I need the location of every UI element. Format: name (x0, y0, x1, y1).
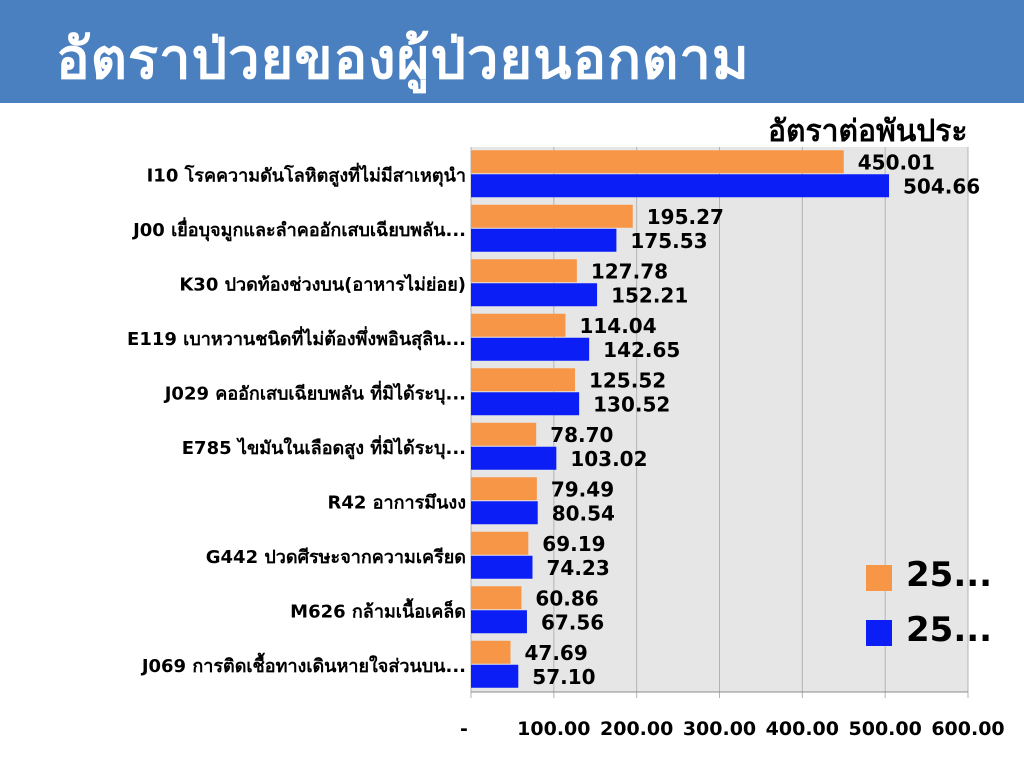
bar-series-2 (471, 555, 533, 579)
bar-series-1 (471, 586, 522, 610)
bar-series-1 (471, 477, 537, 501)
data-label: 504.66 (903, 174, 980, 198)
bar-series-1 (471, 640, 511, 664)
data-label: 130.52 (593, 392, 670, 416)
category-label: G442 ปวดศีรษะจากความเครียด (206, 547, 466, 568)
legend-swatch-series-2 (866, 620, 892, 646)
legend-label-series-2: 25... (906, 610, 993, 650)
category-label: M626 กล้ามเนื้อเคล็ด (290, 597, 466, 622)
data-label: 80.54 (552, 501, 615, 525)
x-tick-label: - (460, 718, 468, 740)
slide-title: อัตราป่วยของผู้ป่วยนอกตาม (56, 27, 750, 92)
data-label: 47.69 (525, 641, 588, 665)
data-label: 450.01 (858, 150, 935, 174)
bar-series-1 (471, 150, 844, 174)
bar-series-1 (471, 204, 633, 228)
legend-item-series-2: 25... (866, 610, 1016, 660)
bar-series-1 (471, 259, 577, 283)
legend-item-series-1: 25... (866, 555, 1016, 605)
category-label: I10 โรคความดันโลหิตสูงที่ไม่มีสาเหตุนำ (147, 162, 466, 187)
x-tick-label: 200.00 (600, 718, 673, 740)
data-label: 60.86 (535, 586, 598, 610)
category-label: E119 เบาหวานชนิดที่ไม่ต้องพึ่งพอินสุลิน.… (127, 326, 466, 351)
data-label: 67.56 (541, 610, 604, 634)
category-label: J069 การติดเชื้อทางเดินหายใจส่วนบน... (140, 652, 466, 677)
category-label: K30 ปวดท้องช่วงบน(อาหารไม่ย่อย) (179, 273, 466, 295)
bar-series-2 (471, 337, 590, 361)
bar-series-2 (471, 446, 557, 470)
category-label: J029 คออักเสบเฉียบพลัน ที่มิได้ระบุ... (163, 380, 466, 405)
data-label: 152.21 (611, 283, 688, 307)
bar-series-2 (471, 283, 598, 307)
x-tick-label: 300.00 (683, 718, 756, 740)
bar-series-2 (471, 174, 890, 198)
data-label: 69.19 (542, 532, 605, 556)
bar-series-2 (471, 610, 527, 634)
data-label: 57.10 (532, 665, 595, 689)
bar-series-2 (471, 664, 519, 688)
title-bar: อัตราป่วยของผู้ป่วยนอกตาม (0, 0, 1024, 103)
x-tick-label: 500.00 (849, 718, 922, 740)
bar-series-1 (471, 422, 537, 446)
data-label: 114.04 (579, 314, 656, 338)
data-label: 175.53 (630, 229, 707, 253)
data-label: 79.49 (551, 477, 614, 501)
x-tick-label: 600.00 (931, 718, 1004, 740)
data-label: 142.65 (603, 338, 680, 362)
bar-series-2 (471, 228, 617, 252)
legend-label-series-1: 25... (906, 555, 993, 595)
category-label: R42 อาการมึนงง (327, 492, 466, 513)
data-label: 103.02 (570, 447, 647, 471)
x-tick-label: 100.00 (517, 718, 590, 740)
x-tick-label: 400.00 (766, 718, 839, 740)
data-label: 78.70 (550, 423, 613, 447)
data-label: 195.27 (647, 205, 724, 229)
data-label: 127.78 (591, 259, 668, 283)
legend-swatch-series-1 (866, 565, 892, 591)
bar-series-1 (471, 368, 575, 392)
bar-series-1 (471, 531, 529, 555)
data-label: 74.23 (546, 556, 609, 580)
category-label: E785 ไขมันในเลือดสูง ที่มิได้ระบุ... (182, 435, 466, 460)
bar-series-2 (471, 501, 538, 525)
category-label: J00 เยื่อบุจมูกและลำคออักเสบเฉียบพลัน... (131, 217, 466, 242)
data-label: 125.52 (589, 368, 666, 392)
bar-series-1 (471, 313, 566, 337)
unit-label: อัตราต่อพันประ (768, 114, 968, 149)
bar-series-2 (471, 392, 580, 416)
